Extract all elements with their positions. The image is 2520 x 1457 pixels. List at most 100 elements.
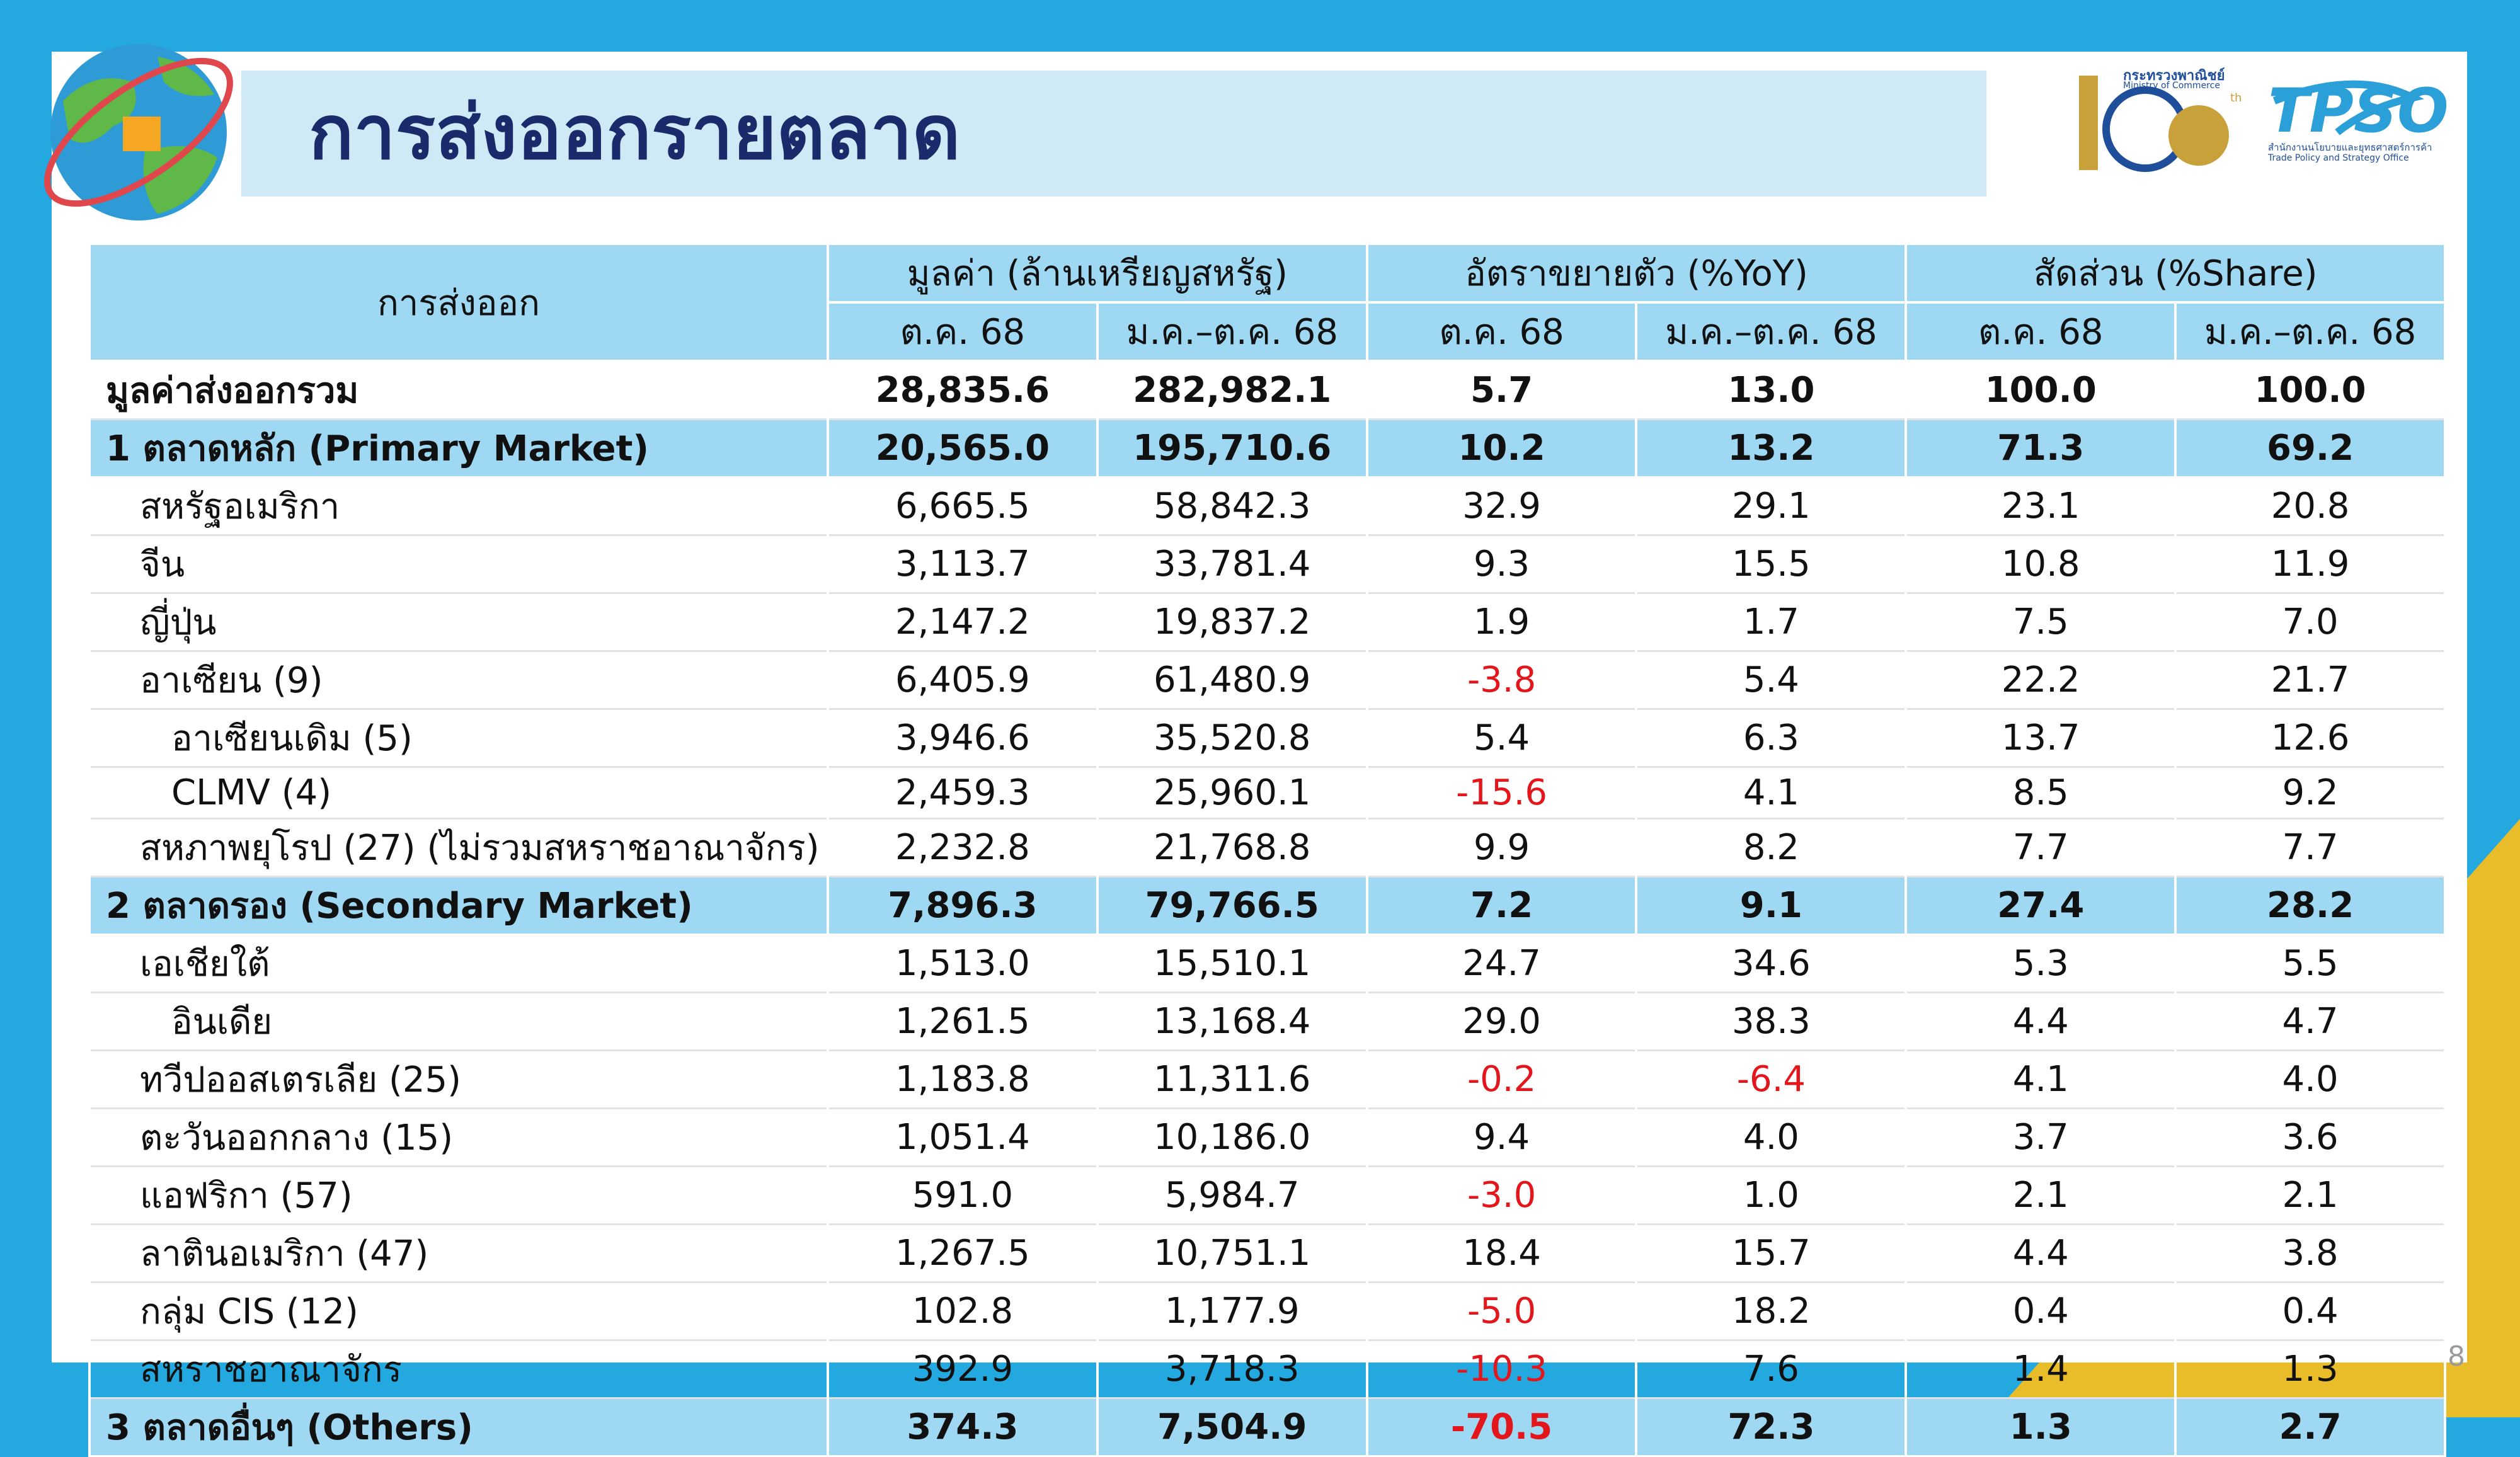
cell-value: -6.4 (1635, 1050, 1908, 1109)
cell-value: 374.3 (827, 1398, 1099, 1457)
cell-value: 7.7 (1904, 818, 2177, 877)
row-label: แอฟริกา (57) (88, 1166, 829, 1225)
cell-value: 6.3 (1635, 709, 1908, 768)
table-row: 2 ตลาดรอง (Secondary Market) 7,896.3 79,76… (88, 876, 2446, 935)
table-row: CLMV (4) 2,459.3 25,960.1 -15.6 4.1 8.5 9.2 (88, 767, 2446, 820)
cell-value: 2.7 (2174, 1398, 2446, 1457)
table-header: การส่งออก มูลค่า (ล้านเหรียญสหรัฐ) อัตราขย… (88, 243, 2446, 362)
cell-value: 79,766.5 (1096, 876, 1368, 935)
cell-value: 13,168.4 (1096, 992, 1368, 1051)
cell-value: 4.4 (1904, 992, 2177, 1051)
table-row: 3 ตลาดอื่นๆ (Others) 374.3 7,504.9 -70.5 72.… (88, 1398, 2446, 1457)
cell-value: 9.9 (1365, 818, 1638, 877)
row-label: 1 ตลาดหลัก (Primary Market) (88, 419, 829, 478)
cell-value: 1.4 (1904, 1340, 2177, 1399)
cell-value: 15,510.1 (1096, 934, 1368, 993)
cell-value: 28,835.6 (827, 361, 1099, 420)
anniversary-suffix: th (2230, 91, 2242, 105)
page-title: การส่งออกรายตลาด (309, 89, 961, 176)
cell-value: 33,781.4 (1096, 535, 1368, 594)
cell-value: 10.2 (1365, 419, 1638, 478)
table-row: สหรัฐอเมริกา 6,665.5 58,842.3 32.9 29.1 23.1 2… (88, 477, 2446, 536)
cell-value: 1.7 (1635, 593, 1908, 652)
cell-value: 10,186.0 (1096, 1108, 1368, 1167)
cell-value: 3,946.6 (827, 709, 1099, 768)
table-row: ลาตินอเมริกา (47) 1,267.5 10,751.1 18.4 15.7… (88, 1224, 2446, 1283)
row-label: เอเชียใต้ (88, 934, 829, 993)
cell-value: 4.0 (1635, 1108, 1908, 1167)
cell-value: 1,051.4 (827, 1108, 1099, 1167)
cell-value: 13.2 (1635, 419, 1908, 478)
table-row: ญี่ปุ่น 2,147.2 19,837.2 1.9 1.7 7.5 7.0 (88, 593, 2446, 652)
cell-value: 1,183.8 (827, 1050, 1099, 1109)
table-body: มูลค่าส่งออกรวม 28,835.6 282,982.1 5.7 13.0 1… (88, 361, 2446, 1457)
cell-value: 22.2 (1904, 651, 2177, 710)
cell-value: 58,842.3 (1096, 477, 1368, 536)
cell-value: 1.3 (1904, 1398, 2177, 1457)
row-label: จีน (88, 535, 829, 594)
cell-value: 5.4 (1365, 709, 1638, 768)
cell-value: 20.8 (2174, 477, 2446, 536)
table-row: เอเชียใต้ 1,513.0 15,510.1 24.7 34.6 5.3 5.5 (88, 934, 2446, 993)
ministry-name-en: Ministry of Commerce (2123, 81, 2220, 91)
corner-header: การส่งออก (88, 243, 829, 362)
cell-value: 18.4 (1365, 1224, 1638, 1283)
cell-value: 1,261.5 (827, 992, 1099, 1051)
cell-value: 29.0 (1365, 992, 1638, 1051)
cell-value: 23.1 (1904, 477, 2177, 536)
group-header: สัดส่วน (%Share) (1904, 243, 2446, 304)
cell-value: 7.7 (2174, 818, 2446, 877)
cell-value: 24.7 (1365, 934, 1638, 993)
cell-value: 6,665.5 (827, 477, 1099, 536)
row-label: อาเซียนเดิม (5) (88, 709, 829, 768)
cell-value: 11,311.6 (1096, 1050, 1368, 1109)
cell-value: 1.0 (1635, 1166, 1908, 1225)
header-row: การส่งออก มูลค่า (ล้านเหรียญสหรัฐ) อัตราขย… (88, 243, 2446, 362)
header-row: ต.ค. 68 ม.ค.–ต.ค. 68 ต.ค. 68 ม.ค.–ต.ค. 68 ต.… (89, 301, 2446, 362)
cell-value: 4.0 (2174, 1050, 2446, 1109)
cell-value: 8.5 (1904, 767, 2177, 820)
cell-value: 1,267.5 (827, 1224, 1099, 1283)
cell-value: 28.2 (2174, 876, 2446, 935)
row-label: 3 ตลาดอื่นๆ (Others) (88, 1398, 829, 1457)
cell-value: 29.1 (1635, 477, 1908, 536)
cell-value: 7,896.3 (827, 876, 1099, 935)
cell-value: 100.0 (1904, 361, 2177, 420)
cell-value: 6,405.9 (827, 651, 1099, 710)
cell-value: 72.3 (1635, 1398, 1908, 1457)
cell-value: 11.9 (2174, 535, 2446, 594)
cell-value: 9.3 (1365, 535, 1638, 594)
cell-value: 18.2 (1635, 1282, 1908, 1341)
cell-value: 7.6 (1635, 1340, 1908, 1399)
cell-value: 15.5 (1635, 535, 1908, 594)
table-row: อาเซียน (9) 6,405.9 61,480.9 -3.8 5.4 22.2 21.… (88, 651, 2446, 710)
tpso-logo: TPSO (2268, 76, 2449, 146)
cell-value: 1.3 (2174, 1340, 2446, 1399)
cell-value: 27.4 (1904, 876, 2177, 935)
cell-value: 25,960.1 (1096, 767, 1368, 820)
cell-value: 7,504.9 (1096, 1398, 1368, 1457)
globe-icon (44, 44, 233, 220)
group-header: อัตราขยายตัว (%YoY) (1365, 243, 1908, 304)
tpso-name-th: สำนักงานนโยบายและยุทธศาสตร์การค้า (2268, 142, 2432, 153)
cell-value: 282,982.1 (1096, 361, 1368, 420)
table-row: จีน 3,113.7 33,781.4 9.3 15.5 10.8 11.9 (88, 535, 2446, 594)
cell-value: 2,232.8 (827, 818, 1099, 877)
slide: การส่งออกรายตลาด กระทรวงพาณิชย์ Ministry… (44, 44, 2520, 1457)
cell-value: 2,147.2 (827, 593, 1099, 652)
cell-value: -10.3 (1365, 1340, 1638, 1399)
group-header: มูลค่า (ล้านเหรียญสหรัฐ) (827, 243, 1368, 304)
cell-value: 5.4 (1635, 651, 1908, 710)
row-label: ตะวันออกกลาง (15) (88, 1108, 829, 1167)
cell-value: 1,513.0 (827, 934, 1099, 993)
row-label: CLMV (4) (88, 767, 829, 820)
table-row: ทวีปออสเตรเลีย (25) 1,183.8 11,311.6 -0.2 -6… (88, 1050, 2446, 1109)
cell-value: 1.9 (1365, 593, 1638, 652)
cell-value: 100.0 (2174, 361, 2446, 420)
cell-value: 10,751.1 (1096, 1224, 1368, 1283)
table-row: กลุ่ม CIS (12) 102.8 1,177.9 -5.0 18.2 0.4 0.4 (88, 1282, 2446, 1341)
table-row: แอฟริกา (57) 591.0 5,984.7 -3.0 1.0 2.1 2.1 (88, 1166, 2446, 1225)
row-label: กลุ่ม CIS (12) (88, 1282, 829, 1341)
row-label: สหภาพยุโรป (27) (ไม่รวมสหราชอาณาจักร) (88, 818, 829, 877)
table-row: อินเดีย 1,261.5 13,168.4 29.0 38.3 4.4 4.7 (88, 992, 2446, 1051)
